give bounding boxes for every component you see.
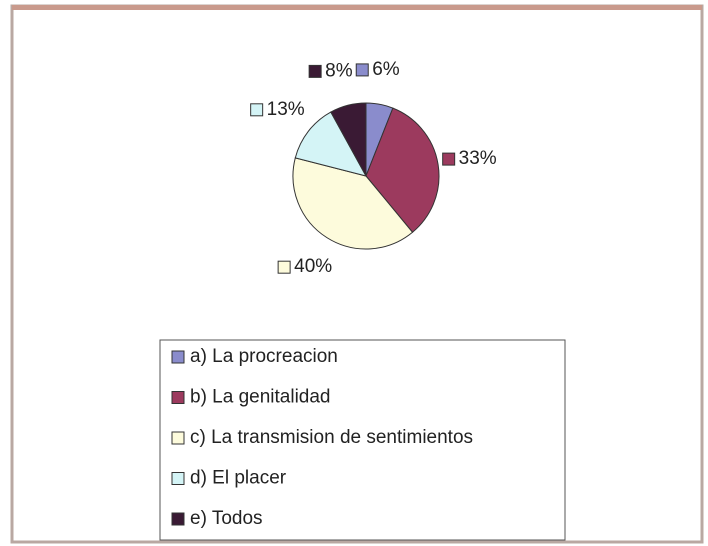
label-swatch <box>442 152 456 166</box>
pie-slice <box>330 102 367 177</box>
pie-slice <box>292 157 414 250</box>
pie-slice <box>365 107 440 233</box>
label-swatch <box>308 64 322 78</box>
legend-label: e) Todos <box>190 508 263 529</box>
legend-swatch <box>171 350 185 364</box>
label-swatch <box>250 103 264 117</box>
data-label: 8% <box>325 60 353 81</box>
legend-label: c) La transmision de sentimientos <box>190 427 473 448</box>
data-label: 6% <box>372 59 400 80</box>
legend-box <box>159 339 566 541</box>
legend-swatch <box>171 512 185 526</box>
label-swatch <box>355 63 369 77</box>
legend-label: a) La procreacion <box>190 346 338 367</box>
label-swatch <box>277 260 291 274</box>
legend-swatch <box>171 391 185 404</box>
legend-swatch <box>171 472 185 485</box>
data-label: 13% <box>267 99 305 120</box>
legend-swatch <box>171 431 185 445</box>
data-label: 33% <box>459 148 497 169</box>
frame-top <box>12 5 702 10</box>
legend-label: d) El placer <box>190 468 287 489</box>
data-label: 40% <box>294 256 332 277</box>
pie-slice <box>294 111 367 177</box>
legend-label: b) La genitalidad <box>190 387 331 408</box>
